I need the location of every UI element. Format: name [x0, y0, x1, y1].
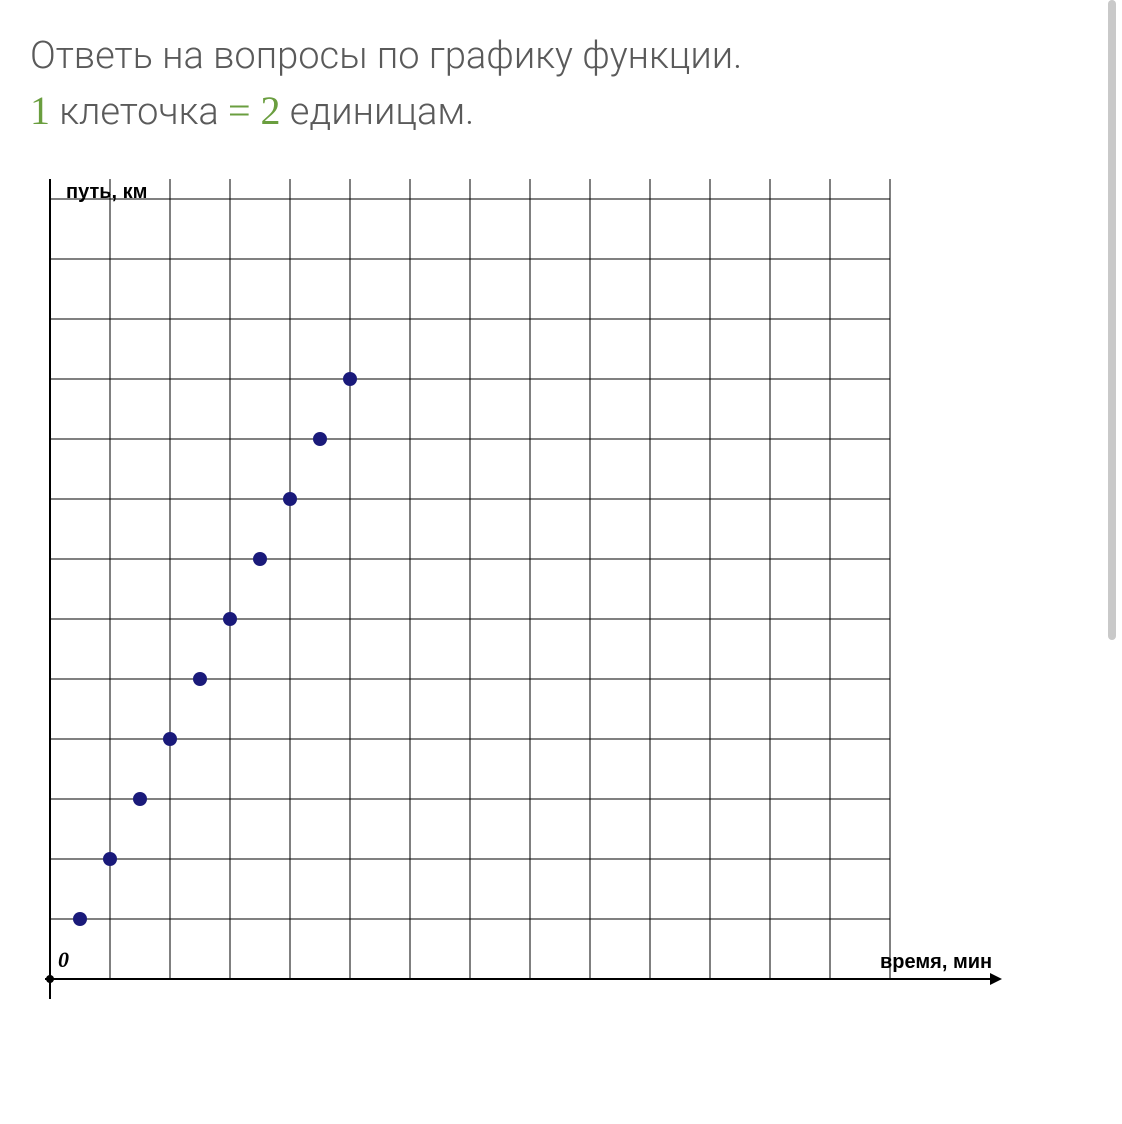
- scale-text-mid: клеточка: [50, 90, 228, 134]
- scale-equals: =: [228, 88, 251, 133]
- scrollbar[interactable]: [1108, 0, 1116, 640]
- origin-label: 0: [58, 947, 69, 973]
- scale-number-2: 2: [251, 88, 281, 133]
- instruction-line1: Ответь на вопросы по графику функции.: [30, 34, 742, 78]
- chart-container: путь, км время, мин 0: [30, 179, 1050, 1019]
- scale-number-1: 1: [30, 88, 50, 133]
- scale-text-end: единицам.: [281, 90, 475, 134]
- y-axis-label: путь, км: [66, 181, 147, 204]
- chart-svg: [30, 179, 1050, 1019]
- instruction-text: Ответь на вопросы по графику функции. 1 …: [30, 30, 1102, 139]
- x-axis-label: время, мин: [880, 951, 992, 974]
